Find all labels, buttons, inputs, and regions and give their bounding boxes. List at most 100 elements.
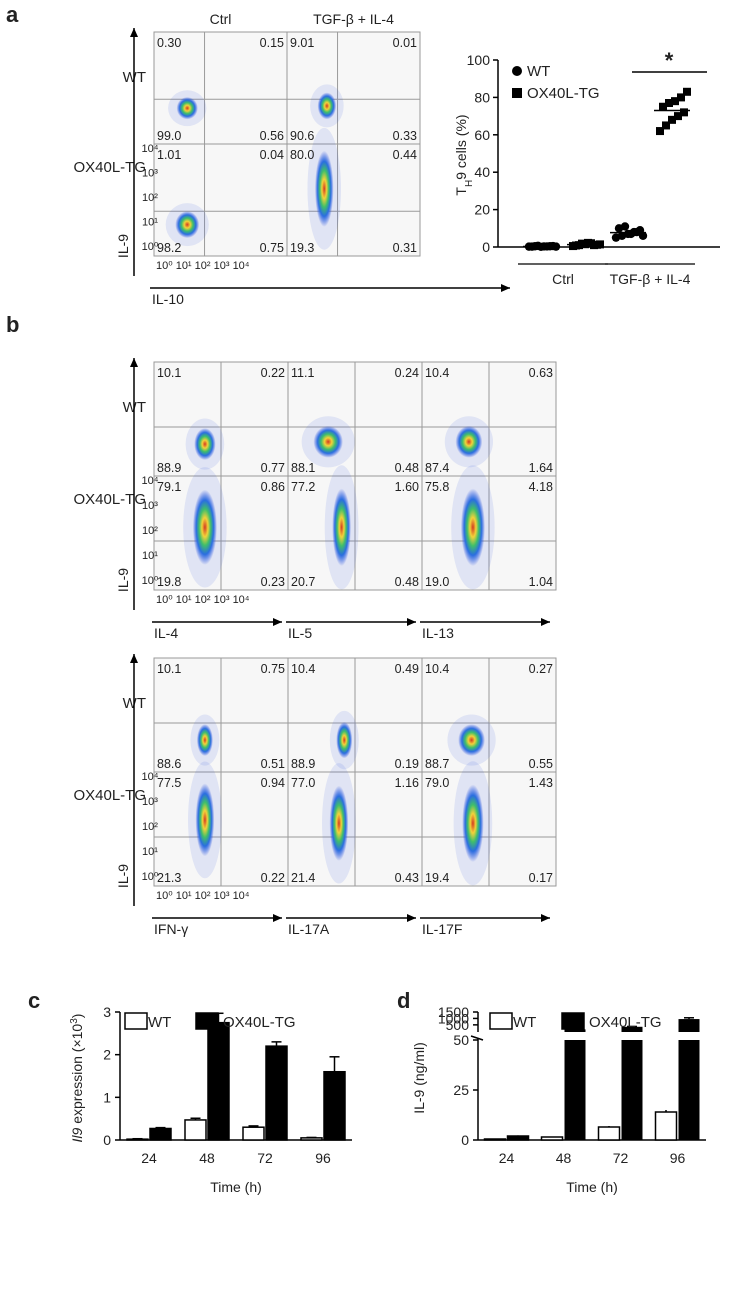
y-tick-label: 100 <box>467 52 491 68</box>
quadrant-upper-left: 75.8 <box>425 480 449 494</box>
quadrant-upper-right: 0.44 <box>393 148 417 162</box>
y-tick-label: 10⁴ <box>142 475 159 487</box>
x-tick-labels: 10⁰ 10¹ 10² 10³ 10⁴ <box>156 260 250 272</box>
data-point <box>638 231 648 240</box>
panel-b-flow-grid-top: 10.1 0.22 88.9 0.77 11.1 0.24 88.1 0.48 10.4 0.63… <box>73 358 557 641</box>
y-tick-label: 10¹ <box>142 217 158 229</box>
panel-a-label: a <box>6 2 19 27</box>
bar-upper-segment <box>678 1019 700 1032</box>
quadrant-lower-left: 88.9 <box>291 757 315 771</box>
quadrant-upper-right: 0.24 <box>395 366 419 380</box>
quadrant-upper-left: 10.1 <box>157 366 181 380</box>
y-tick-label: 2 <box>103 1047 111 1063</box>
quadrant-lower-right: 0.48 <box>395 461 419 475</box>
x-axis-label: IL-17F <box>422 921 462 937</box>
quadrant-lower-left: 98.2 <box>157 241 181 255</box>
y-tick-label: 60 <box>474 127 490 143</box>
x-axis-label: IFN-γ <box>154 921 188 937</box>
x-tick-label: 48 <box>199 1150 215 1166</box>
x-axis-label: Time (h) <box>210 1179 262 1195</box>
bar <box>300 1137 323 1141</box>
panel-c-label: c <box>28 988 40 1013</box>
legend-swatch-tg <box>195 1012 219 1030</box>
x-axis-label: IL-13 <box>422 625 454 641</box>
y-tick-label: 10³ <box>142 500 158 512</box>
y-tick-label: 3 <box>103 1004 111 1020</box>
data-point <box>680 108 688 117</box>
quadrant-lower-right: 1.64 <box>529 461 553 475</box>
flow-plot-cell <box>153 143 288 257</box>
bar-upper-segment <box>621 1026 643 1032</box>
x-axis-label: IL-4 <box>154 625 178 641</box>
quadrant-lower-right: 1.04 <box>529 575 553 589</box>
quadrant-upper-right: 0.75 <box>261 662 285 676</box>
bar-lower-segment <box>564 1040 586 1140</box>
bar <box>654 1111 678 1141</box>
quadrant-upper-right: 0.01 <box>393 36 417 50</box>
quadrant-lower-left: 88.1 <box>291 461 315 475</box>
legend-swatch-wt <box>489 1012 513 1030</box>
y-axis-label-sup: 3 <box>69 1018 80 1024</box>
y-tick-label: 0 <box>461 1132 469 1148</box>
y-axis-label-rest: expression (×10 <box>69 1024 85 1128</box>
flow-plot-cell <box>153 31 288 145</box>
quadrant-lower-right: 0.33 <box>393 129 417 143</box>
cell-population <box>458 724 485 757</box>
quadrant-upper-right: 0.15 <box>260 36 284 50</box>
quadrant-upper-left: 77.2 <box>291 480 315 494</box>
quadrant-lower-right: 0.55 <box>529 757 553 771</box>
cell-population <box>332 488 351 567</box>
data-point <box>665 99 673 108</box>
quadrant-upper-right: 0.49 <box>395 662 419 676</box>
y-tick-label: 10³ <box>142 796 158 808</box>
y-tick-label: 40 <box>474 164 490 180</box>
bar <box>483 1138 507 1141</box>
y-tick-label: 10² <box>142 525 158 537</box>
y-axis-label-close: ) <box>69 1014 85 1019</box>
quadrant-upper-right: 0.86 <box>261 480 285 494</box>
bar <box>265 1045 288 1141</box>
panel-a-scatter-chart: 0 20 40 60 80 100 TH9 cells (%) Ctrl TGF-β + IL-… <box>453 48 720 287</box>
cell-population <box>317 92 337 120</box>
quadrant-upper-right: 0.22 <box>261 366 285 380</box>
x-tick-label: 72 <box>613 1150 629 1166</box>
y-axis-label-sub: H <box>464 180 475 187</box>
y-tick-label: 10⁰ <box>142 871 159 883</box>
y-tick-label: 10⁴ <box>142 771 159 783</box>
x-tick-label: 96 <box>315 1150 331 1166</box>
quadrant-upper-left: 11.1 <box>291 366 314 380</box>
quadrant-upper-left: 1.01 <box>157 148 181 162</box>
y-axis-label-gene: Il9 <box>69 1127 85 1142</box>
quadrant-lower-left: 88.9 <box>157 461 181 475</box>
quadrant-upper-right: 1.16 <box>395 776 419 790</box>
y-tick-label: 10² <box>142 192 158 204</box>
quadrant-lower-left: 88.7 <box>425 757 449 771</box>
quadrant-upper-right: 1.60 <box>395 480 419 494</box>
x-axis-label: Time (h) <box>566 1179 618 1195</box>
y-tick-label: 10¹ <box>142 550 158 562</box>
quadrant-lower-right: 0.51 <box>261 757 285 771</box>
quadrant-upper-right: 0.27 <box>529 662 553 676</box>
panel-d-label: d <box>397 988 410 1013</box>
row-label: OX40L-TG <box>73 491 146 508</box>
quadrant-upper-right: 0.94 <box>261 776 285 790</box>
legend-label-wt: WT <box>527 63 550 80</box>
y-tick-label: 80 <box>474 89 490 105</box>
legend-swatch-wt <box>124 1012 148 1030</box>
data-point <box>620 222 630 231</box>
x-tick-label: 96 <box>670 1150 686 1166</box>
cell-population <box>192 489 217 565</box>
legend-swatch-tg <box>561 1012 585 1030</box>
y-tick-label: 10⁴ <box>142 143 159 155</box>
bar <box>597 1126 621 1141</box>
quadrant-lower-right: 0.17 <box>529 871 553 885</box>
cell-population <box>176 96 198 120</box>
y-axis-label: IL-9 (ng/ml) <box>411 1042 427 1114</box>
quadrant-upper-right: 4.18 <box>529 480 553 494</box>
quadrant-upper-right: 0.63 <box>529 366 553 380</box>
cell-population <box>329 785 349 861</box>
y-axis-label: IL-9 <box>115 568 131 592</box>
quadrant-upper-left: 77.0 <box>291 776 315 790</box>
y-tick-label: 1000 <box>438 1010 469 1026</box>
